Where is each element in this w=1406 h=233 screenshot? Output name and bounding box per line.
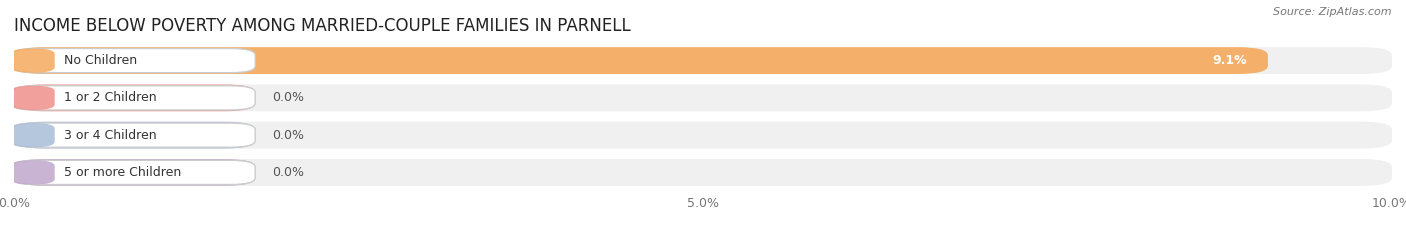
- Text: 3 or 4 Children: 3 or 4 Children: [65, 129, 157, 142]
- FancyBboxPatch shape: [11, 48, 55, 73]
- Text: 0.0%: 0.0%: [271, 166, 304, 179]
- FancyBboxPatch shape: [11, 123, 55, 147]
- FancyBboxPatch shape: [14, 84, 1392, 111]
- FancyBboxPatch shape: [11, 86, 256, 110]
- Text: 1 or 2 Children: 1 or 2 Children: [65, 91, 157, 104]
- Text: 9.1%: 9.1%: [1212, 54, 1247, 67]
- FancyBboxPatch shape: [14, 122, 1392, 149]
- FancyBboxPatch shape: [14, 159, 1392, 186]
- FancyBboxPatch shape: [11, 160, 256, 185]
- FancyBboxPatch shape: [11, 86, 55, 110]
- FancyBboxPatch shape: [14, 159, 256, 186]
- Text: INCOME BELOW POVERTY AMONG MARRIED-COUPLE FAMILIES IN PARNELL: INCOME BELOW POVERTY AMONG MARRIED-COUPL…: [14, 17, 631, 35]
- FancyBboxPatch shape: [11, 123, 256, 147]
- Text: 0.0%: 0.0%: [271, 91, 304, 104]
- FancyBboxPatch shape: [14, 47, 1392, 74]
- FancyBboxPatch shape: [14, 122, 256, 149]
- FancyBboxPatch shape: [14, 84, 256, 111]
- Text: 5 or more Children: 5 or more Children: [65, 166, 181, 179]
- FancyBboxPatch shape: [11, 48, 256, 73]
- Text: No Children: No Children: [65, 54, 138, 67]
- FancyBboxPatch shape: [11, 160, 55, 185]
- FancyBboxPatch shape: [14, 47, 1268, 74]
- Text: 0.0%: 0.0%: [271, 129, 304, 142]
- Text: Source: ZipAtlas.com: Source: ZipAtlas.com: [1274, 7, 1392, 17]
